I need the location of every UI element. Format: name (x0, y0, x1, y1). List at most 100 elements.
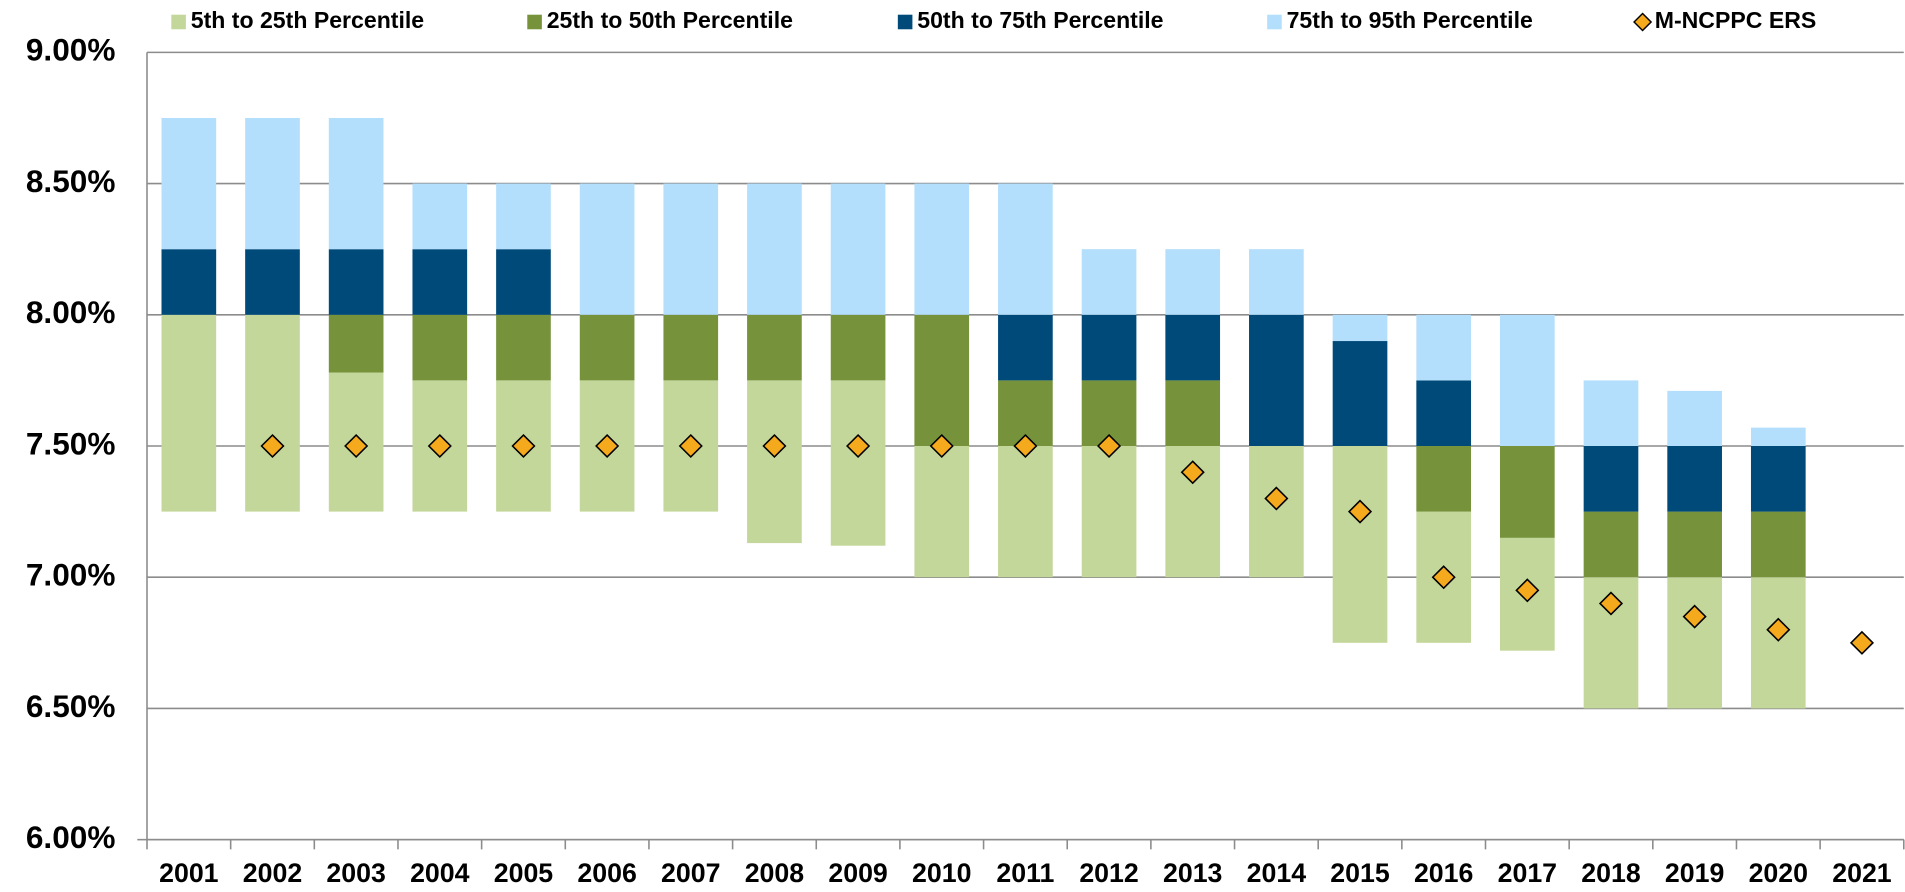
bar-segment (1750, 446, 1806, 512)
x-tick-label: 2015 (1330, 858, 1390, 888)
bar-segment (747, 380, 802, 544)
bar-segment (161, 117, 217, 250)
bar-segment (1249, 314, 1304, 446)
bar-segment (1249, 249, 1304, 315)
bar-segment (1081, 249, 1137, 315)
marker (1264, 486, 1289, 511)
x-tick-label: 2006 (577, 858, 636, 888)
bar-segment (496, 249, 551, 315)
legend-swatch (527, 14, 542, 30)
x-tick-label: 2019 (1665, 858, 1724, 888)
bar-segment (1081, 446, 1137, 578)
marker (1097, 433, 1122, 459)
bar-segment (914, 446, 970, 578)
bar-segment (830, 314, 886, 381)
bar-segment (1165, 380, 1221, 446)
bar-segment (412, 314, 468, 381)
bar-segment (914, 183, 970, 315)
x-tick-label: 2016 (1414, 858, 1473, 888)
legend-marker (1633, 12, 1653, 32)
bar-segment (1081, 314, 1137, 381)
bar-segment (830, 380, 886, 546)
y-tick-label: 8.50% (26, 163, 116, 199)
bar-segment (914, 314, 970, 446)
legend-swatch (897, 14, 913, 30)
bar-segment (1165, 249, 1221, 315)
bar-segment (1750, 427, 1806, 446)
bar-segment (1667, 390, 1722, 446)
x-tick-label: 2001 (159, 858, 219, 888)
bar-segment (747, 183, 802, 315)
bar-segment (412, 249, 468, 315)
bar-segment (245, 314, 300, 512)
marker (846, 433, 871, 459)
marker (1180, 460, 1205, 485)
marker (1515, 578, 1540, 603)
bar-segment (663, 314, 719, 381)
bar-segment (1499, 314, 1555, 446)
legend-label: 50th to 75th Percentile (917, 7, 1163, 33)
legend-label: 25th to 50th Percentile (547, 7, 793, 33)
x-tick-label: 2010 (912, 858, 971, 888)
y-tick-label: 8.00% (26, 294, 116, 330)
bar-segment (328, 249, 384, 315)
bar-segment (1667, 511, 1722, 578)
bar-segment (245, 117, 300, 250)
bar-segment (998, 446, 1053, 578)
bar-segment (1416, 314, 1472, 381)
bar-segment (1416, 446, 1472, 512)
x-tick-label: 2017 (1498, 858, 1557, 888)
marker (427, 433, 452, 459)
x-tick-label: 2007 (661, 858, 720, 888)
legend-label: 75th to 95th Percentile (1287, 7, 1533, 33)
marker (511, 433, 536, 459)
legend-label: 5th to 25th Percentile (191, 7, 425, 33)
bar-segment (830, 183, 886, 315)
y-tick-label: 9.00% (26, 32, 116, 68)
marker (1431, 565, 1456, 590)
x-tick-label: 2004 (410, 858, 470, 888)
y-tick-label: 7.50% (26, 425, 116, 461)
bar-segment (1583, 380, 1639, 446)
marker (1013, 433, 1038, 459)
bar-segment (579, 314, 635, 381)
bar-segment (161, 249, 217, 315)
bar-segment (328, 117, 384, 250)
bar-segment (1583, 511, 1639, 578)
bar-segment (496, 183, 551, 250)
marker (344, 433, 369, 459)
bar-segment (663, 183, 719, 315)
x-tick-label: 2012 (1079, 858, 1138, 888)
x-tick-label: 2021 (1832, 858, 1892, 888)
bar-segment (1499, 446, 1555, 538)
bar-segment (1667, 577, 1722, 709)
x-tick-label: 2002 (243, 858, 302, 888)
bar-segment (161, 314, 217, 512)
bar-segment (579, 183, 635, 315)
x-tick-label: 2018 (1581, 858, 1641, 888)
marker (678, 433, 703, 459)
marker (595, 433, 620, 459)
x-tick-label: 2013 (1163, 858, 1222, 888)
bar-segment (1165, 314, 1221, 381)
y-tick-label: 7.00% (26, 557, 116, 593)
bar-segment (245, 249, 300, 315)
bar-segment (998, 183, 1053, 315)
x-tick-label: 2020 (1749, 858, 1808, 888)
marker (260, 433, 285, 459)
marker (1598, 591, 1624, 616)
bar-segment (1583, 446, 1639, 512)
marker (1682, 604, 1707, 629)
marker (929, 433, 954, 459)
bar-segment (1249, 446, 1304, 578)
bar-segment (412, 183, 468, 250)
bar-segment (1750, 511, 1806, 578)
bar-segment (1332, 314, 1388, 342)
bar-segment (328, 314, 384, 373)
bar-segment (1750, 577, 1806, 709)
bar-segment (998, 314, 1053, 381)
x-tick-label: 2014 (1247, 858, 1307, 888)
bar-segment (496, 314, 551, 381)
x-tick-label: 2009 (828, 858, 887, 888)
x-tick-label: 2003 (326, 858, 385, 888)
